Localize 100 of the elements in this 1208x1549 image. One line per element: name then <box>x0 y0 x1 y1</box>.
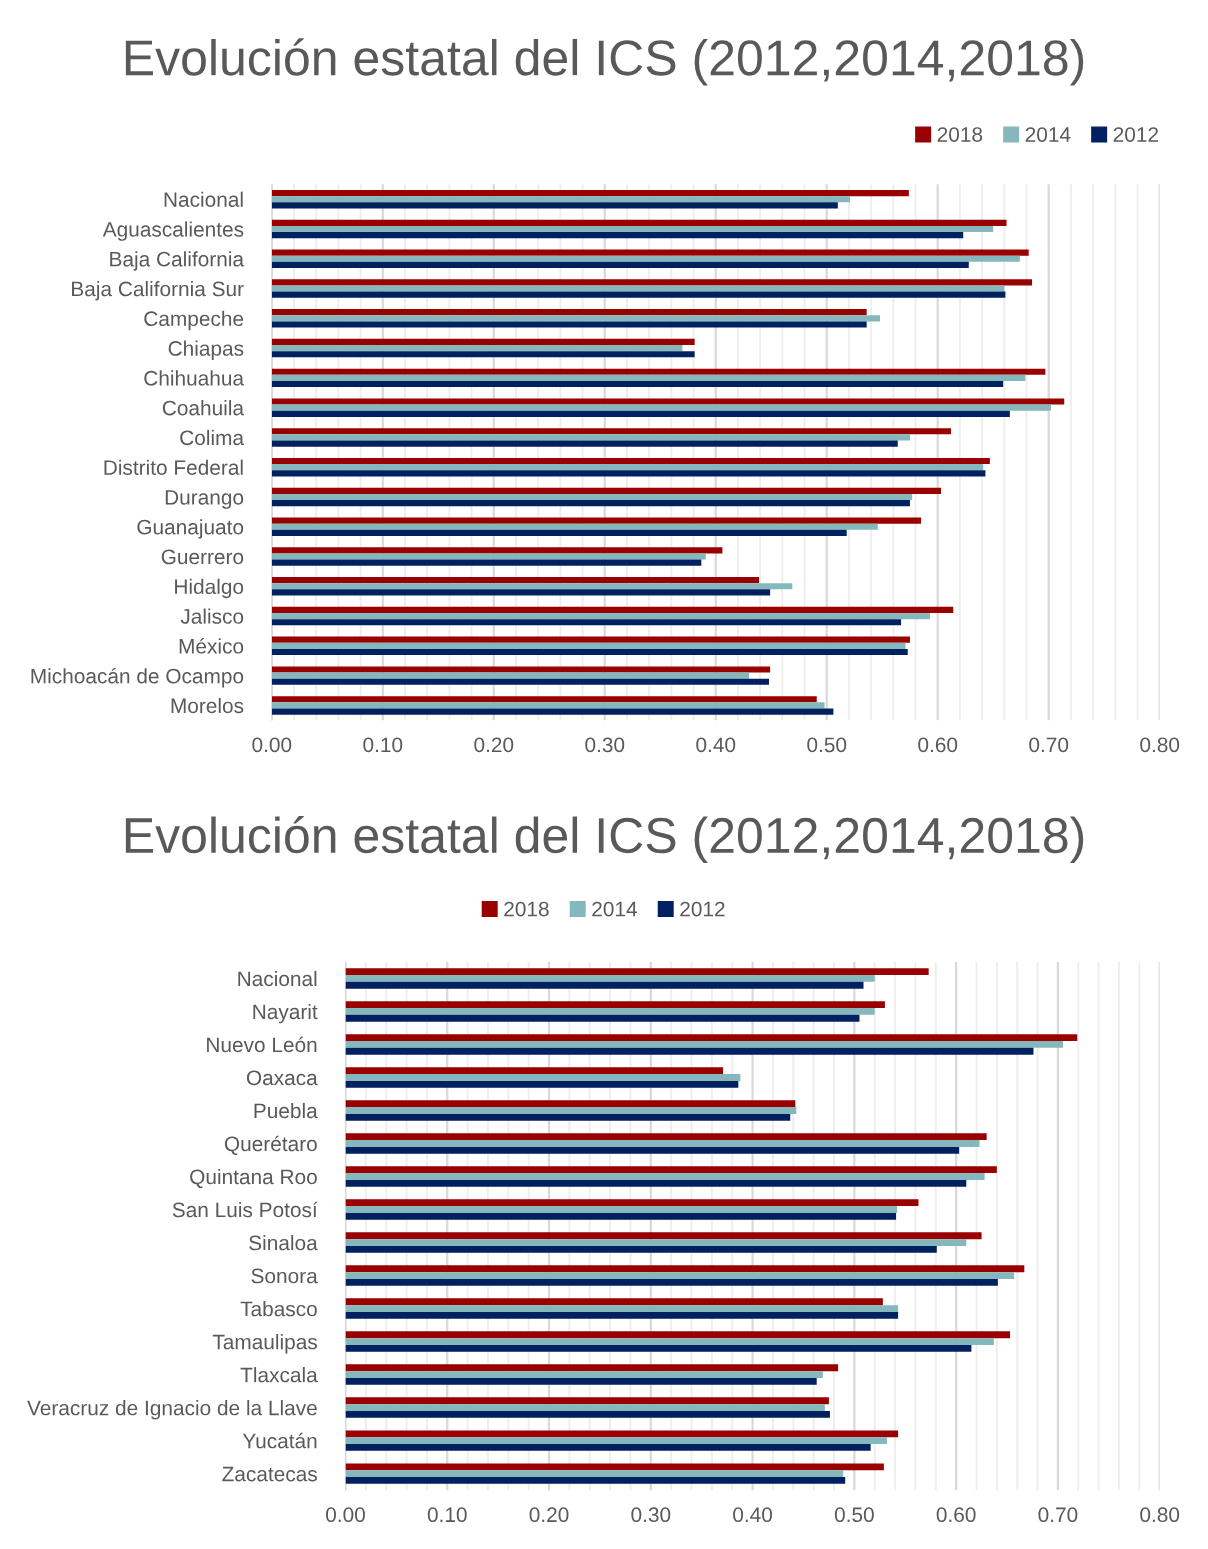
y-tick-label: Baja California <box>110 251 245 271</box>
bar <box>345 1278 998 1286</box>
bar <box>345 1463 884 1471</box>
bar <box>271 589 771 596</box>
bar <box>345 1444 871 1451</box>
bar <box>271 457 990 465</box>
bar <box>271 517 922 524</box>
bar <box>345 981 864 989</box>
bar <box>271 487 942 494</box>
x-tick-label: 0.80 <box>1140 737 1180 753</box>
bar <box>271 398 1065 405</box>
bar <box>345 1397 829 1405</box>
legend-label: 2018 <box>937 127 983 142</box>
bar <box>271 219 1007 226</box>
bar <box>271 470 986 477</box>
bar <box>345 1199 919 1207</box>
bar <box>271 434 910 441</box>
x-tick-label: 0.30 <box>585 737 625 753</box>
bar <box>271 428 952 435</box>
y-tick-label: Baja California Sur <box>72 281 244 301</box>
bar <box>345 1245 937 1253</box>
x-tick-label: 0.80 <box>1140 1507 1180 1523</box>
bar <box>271 202 838 209</box>
chart-title: Evolución estatal del ICS (2012,2014,2018) <box>125 38 1084 86</box>
bar <box>271 232 964 239</box>
y-tick-label: Coahuila <box>162 400 245 416</box>
bar <box>345 1371 823 1378</box>
y-tick-label: Veracruz de Ignacio de la Llave <box>27 1400 317 1420</box>
bar <box>345 1232 982 1240</box>
bar <box>345 1212 897 1220</box>
y-tick-label: Puebla <box>254 1102 318 1119</box>
bar <box>271 404 1051 411</box>
bar <box>345 1378 817 1385</box>
bar <box>345 1338 994 1345</box>
y-tick-label: Zacatecas <box>222 1466 317 1482</box>
bar <box>271 529 847 536</box>
bar <box>271 368 1046 375</box>
bar <box>271 279 1033 286</box>
y-tick-label: Michoacán de Ocampo <box>31 667 244 688</box>
y-tick-label: Durango <box>165 490 244 509</box>
legend-label: 2014 <box>1025 127 1071 142</box>
bar <box>271 345 683 352</box>
bar <box>271 612 930 620</box>
bar <box>345 1133 987 1141</box>
y-tick-label: Nuevo León <box>207 1036 317 1053</box>
bar <box>345 1206 898 1213</box>
bar <box>345 1100 796 1108</box>
bar <box>345 1411 830 1418</box>
x-tick-label: 0.00 <box>326 1507 365 1523</box>
y-tick-label: Jalisco <box>180 608 244 624</box>
y-tick-label: San Luis Potosí <box>172 1201 318 1218</box>
bar <box>271 678 770 685</box>
bar <box>271 196 851 203</box>
bar <box>271 702 825 709</box>
bar <box>271 636 910 643</box>
bar <box>271 315 880 322</box>
bar <box>345 1437 887 1445</box>
bar <box>345 1477 846 1484</box>
bar <box>271 380 1004 388</box>
y-tick-label: México <box>179 638 244 654</box>
bar <box>345 1047 1034 1055</box>
bar <box>345 1146 960 1154</box>
x-tick-label: 0.40 <box>733 1507 773 1523</box>
legend-label: 2012 <box>680 901 725 917</box>
legend-label: 2014 <box>592 901 637 917</box>
x-tick-label: 0.50 <box>834 1507 874 1523</box>
x-tick-label: 0.20 <box>529 1507 569 1523</box>
bar <box>271 309 867 316</box>
bar <box>345 1001 885 1009</box>
bar <box>271 559 702 566</box>
bar <box>271 440 898 447</box>
bar <box>345 975 875 982</box>
bar <box>271 583 793 590</box>
bar <box>345 1107 797 1114</box>
x-tick-label: 0.70 <box>1038 1507 1078 1523</box>
bar <box>345 1430 899 1438</box>
y-tick-label: Sonora <box>251 1268 318 1284</box>
x-tick-label: 0.20 <box>474 737 514 753</box>
bar <box>345 1265 1025 1273</box>
x-tick-label: 0.60 <box>918 737 958 753</box>
y-tick-label: Quintana Roo <box>190 1168 317 1188</box>
bar <box>345 1067 724 1075</box>
y-tick-label: Hidalgo <box>175 578 244 599</box>
y-tick-label: Campeche <box>144 310 244 331</box>
bar <box>271 523 878 530</box>
y-tick-label: Tabasco <box>240 1301 317 1317</box>
bar <box>345 968 929 976</box>
y-tick-label: Guerrero <box>161 549 244 565</box>
y-tick-label: Chiapas <box>168 340 244 360</box>
bar <box>345 1080 739 1088</box>
y-tick-label: Nacional <box>164 191 243 207</box>
y-tick-label: Nayarit <box>253 1003 318 1024</box>
bar <box>271 500 910 507</box>
y-tick-label: Querétaro <box>224 1135 317 1155</box>
bar <box>345 1364 839 1372</box>
bar <box>345 1041 1063 1048</box>
y-tick-label: Oaxaca <box>246 1070 318 1086</box>
chart-title: Evolución estatal del ICS (2012,2014,2018) <box>125 815 1084 864</box>
bar <box>271 225 994 233</box>
y-tick-label: Tamaulipas <box>212 1334 317 1354</box>
